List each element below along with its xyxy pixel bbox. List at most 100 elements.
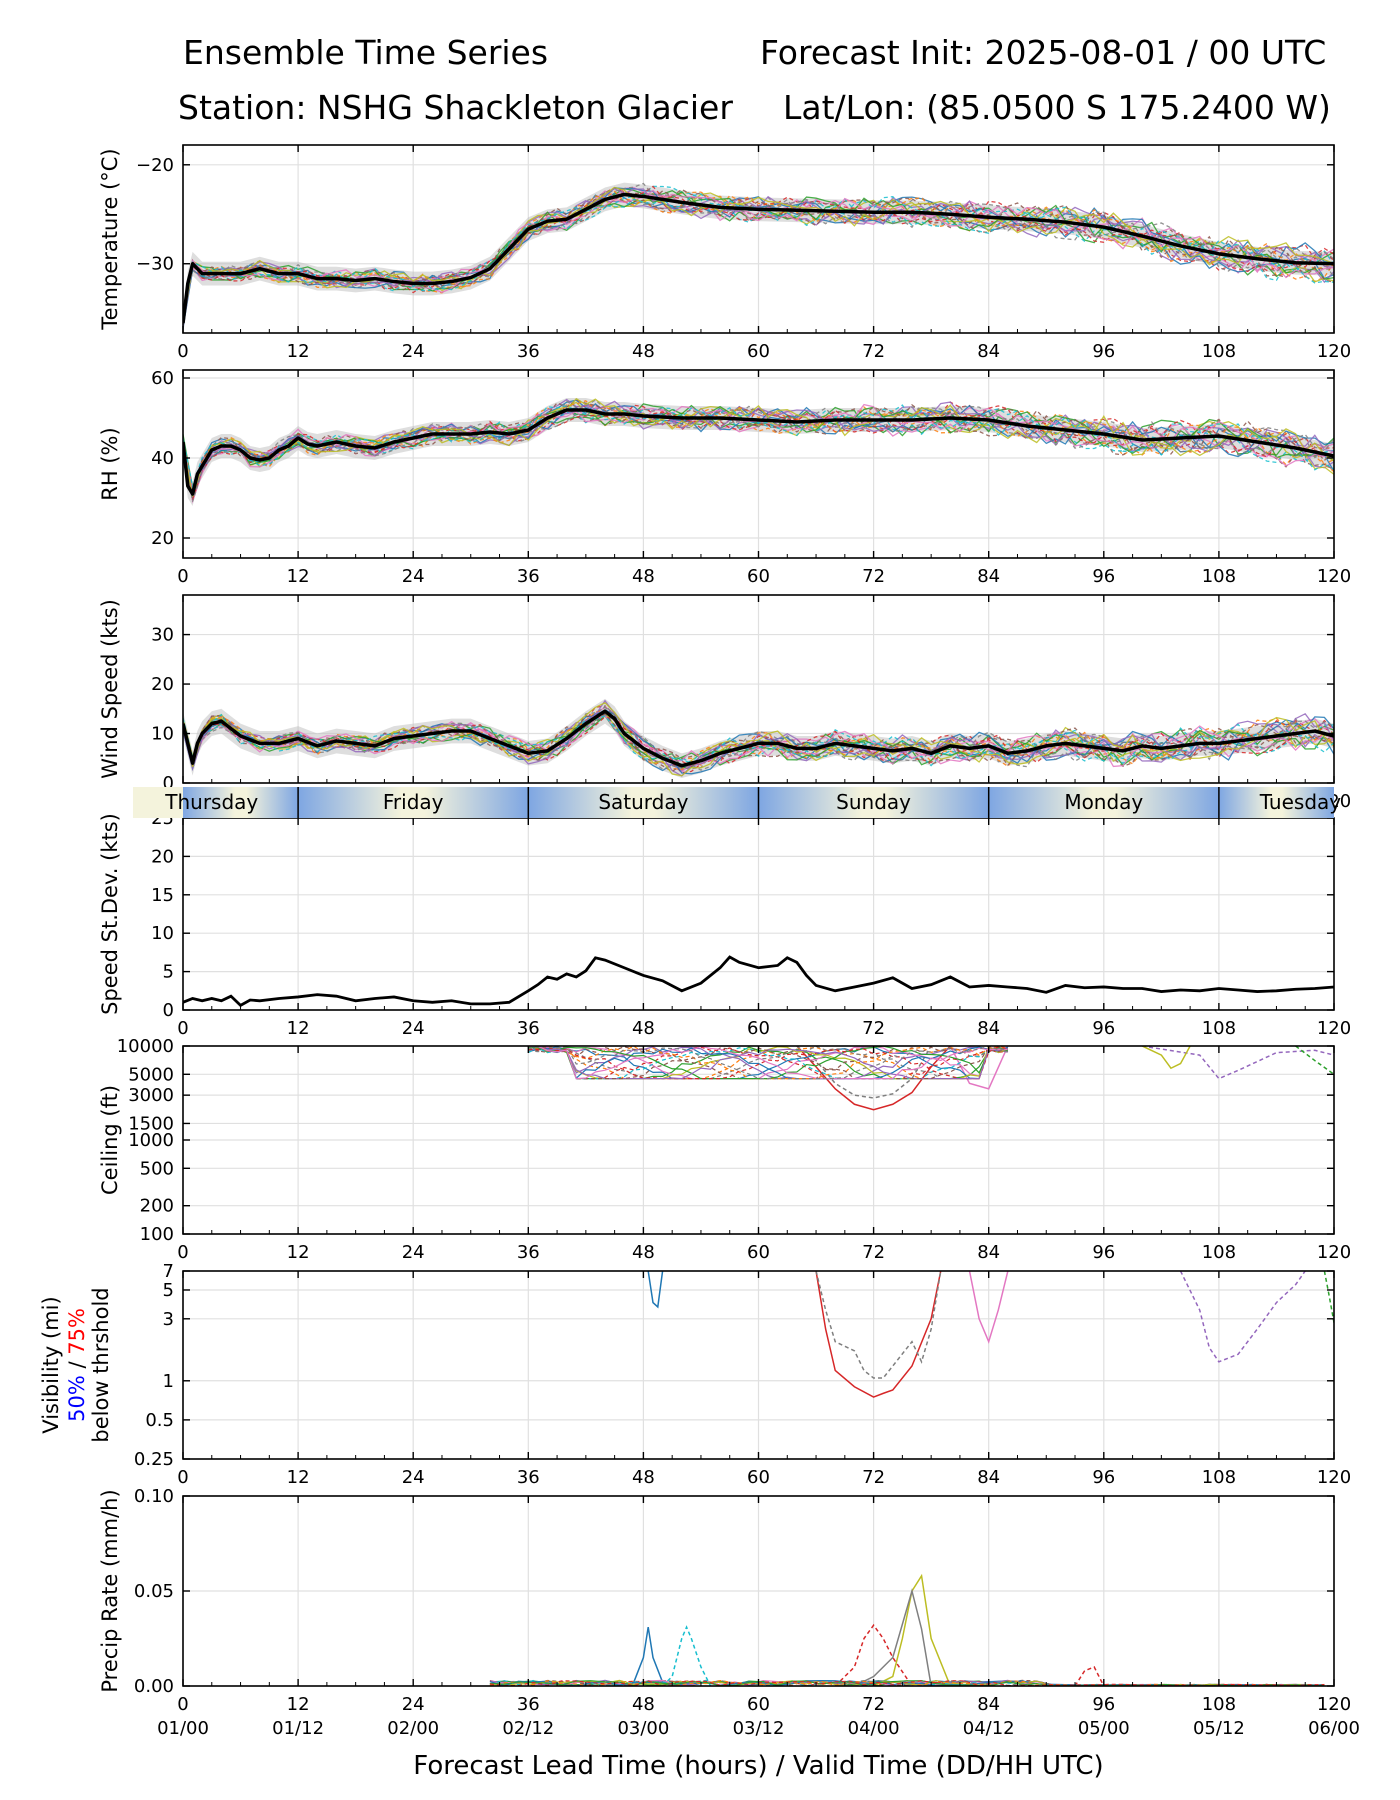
y-tick-label: 3000 [128, 1085, 174, 1106]
member-line [528, 1046, 1008, 1080]
y-tick-label: 40 [151, 448, 174, 469]
x-tick-label: 84 [977, 341, 1000, 362]
y-tick-label: 20 [151, 846, 174, 867]
member-line [183, 704, 1334, 771]
chart-title: Ensemble Time Series [183, 33, 549, 72]
member-line [854, 1588, 932, 1686]
x-tick-label: 36 [517, 1018, 540, 1039]
x-tick-label: 72 [862, 1694, 885, 1715]
x-axis-label: Forecast Lead Time (hours) / Valid Time … [413, 1751, 1103, 1781]
y-tick-label: 0.00 [134, 1676, 174, 1697]
panel-ceiling: 0 12 24 36 48 60 72 84 96 108 120 100 200 500 10001500… [98, 1036, 1351, 1263]
panel-rh: 0 12 24 36 48 60 72 84 96 108 120 20 40 60 RH (%) [98, 368, 1351, 587]
x-tick-label: 0 [177, 1467, 188, 1488]
x-tick-label: 96 [1092, 1242, 1115, 1263]
stdev-line [183, 955, 1334, 1008]
y-tick-label: 3 [163, 1309, 174, 1330]
y-tick-label: 10000 [117, 1036, 174, 1057]
y-tick-label: 1 [163, 1371, 174, 1392]
x-tick-label: 108 [1202, 1242, 1236, 1263]
member-line [183, 713, 1334, 767]
x-tick-label: 120 [1317, 1242, 1351, 1263]
y-tick-label: 0.05 [134, 1581, 174, 1602]
x-tick-label: 120 [1317, 1467, 1351, 1488]
x-tick-label: 48 [632, 1467, 655, 1488]
x-tick-label: 96 [1092, 1018, 1115, 1039]
member-line [528, 1046, 1009, 1080]
x-tick-label: 24 [402, 1694, 425, 1715]
panel-wind_speed: 012243648607284961081200102030Wind Speed… [98, 594, 1351, 812]
member-line [183, 714, 1334, 765]
plot-area [183, 182, 1334, 333]
x-tick-label: 48 [632, 1242, 655, 1263]
x-tick-label: 36 [517, 1694, 540, 1715]
valid-time-label: 03/00 [617, 1718, 669, 1739]
member-line [183, 406, 1334, 494]
panel-precip: 0 12 24 36 48 60 72 84 96 108 120 0.00 0.05 0.10 Preci… [98, 1486, 1351, 1715]
member-line [1141, 1046, 1191, 1070]
x-tick-label: 24 [402, 1018, 425, 1039]
x-tick-label: 60 [747, 1694, 770, 1715]
x-tick-label: 0 [177, 566, 188, 587]
plot-area [489, 1573, 1325, 1686]
y-axis-label: Visibility (mi) [39, 1296, 63, 1433]
member-line [528, 1046, 1008, 1080]
day-segment [183, 787, 299, 818]
member-line [183, 713, 1334, 773]
x-tick-label: 108 [1202, 566, 1236, 587]
member-line [1179, 1271, 1306, 1363]
plot-area [183, 397, 1334, 506]
y-tick-label: 15 [151, 885, 174, 906]
member-line [647, 1271, 664, 1309]
y-tick-label: 20 [151, 674, 174, 695]
x-tick-label: 120 [1317, 1694, 1351, 1715]
plot-area [183, 955, 1334, 1008]
x-tick-label: 108 [1202, 1467, 1236, 1488]
valid-time-label: 05/00 [1078, 1718, 1130, 1739]
member-line [183, 401, 1334, 499]
forecast-init: Forecast Init: 2025-08-01 / 00 UTC [760, 33, 1327, 72]
member-line [1142, 1046, 1334, 1080]
y-tick-label: 10 [151, 923, 174, 944]
x-tick-label: 36 [517, 1242, 540, 1263]
x-tick-label: 72 [862, 341, 885, 362]
member-line [623, 1626, 673, 1686]
y-tick-label: 10 [151, 724, 174, 745]
y-tick-label: 5 [163, 1280, 174, 1301]
x-tick-label: 108 [1202, 341, 1236, 362]
x-tick-label: 96 [1092, 1694, 1115, 1715]
x-tick-label: 60 [747, 566, 770, 587]
day-segment [1218, 787, 1334, 818]
x-tick-label: 0 [177, 341, 188, 362]
day-label: Thursday [164, 790, 258, 814]
x-tick-label: 48 [632, 341, 655, 362]
valid-time-label: 05/12 [1193, 1718, 1245, 1739]
member-line [528, 1046, 1008, 1080]
member-line [183, 712, 1334, 768]
member-line [815, 1271, 942, 1379]
y-axis-label: Ceiling (ft) [98, 1085, 122, 1195]
x-tick-label: 96 [1092, 566, 1115, 587]
day-label: Tuesday [1259, 790, 1342, 814]
valid-time-label: 01/00 [157, 1718, 209, 1739]
x-tick-label: 48 [632, 1018, 655, 1039]
member-line [528, 1046, 1009, 1080]
member-line [183, 404, 1334, 490]
y-axis-label: Temperature (°C) [98, 148, 122, 330]
member-line [1295, 1046, 1334, 1075]
member-line [815, 1271, 942, 1398]
y-tick-label: 60 [151, 368, 174, 389]
day-segment [988, 787, 1219, 818]
day-label: Saturday [598, 790, 688, 814]
x-tick-label: 0 [177, 1018, 188, 1039]
y-axis-label: Precip Rate (mm/h) [98, 1489, 122, 1692]
member-line [1074, 1666, 1105, 1686]
member-line [183, 185, 1334, 321]
plot-area [647, 1271, 1334, 1398]
x-tick-label: 72 [862, 566, 885, 587]
valid-time-label: 04/12 [963, 1718, 1015, 1739]
y-tick-label: 7 [163, 1261, 174, 1282]
x-tick-label: 48 [632, 1694, 655, 1715]
